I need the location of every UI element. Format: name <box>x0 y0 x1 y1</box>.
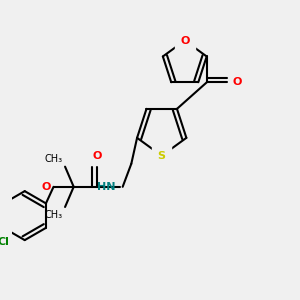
Text: O: O <box>180 35 190 46</box>
Text: S: S <box>158 151 166 161</box>
Text: O: O <box>232 77 242 87</box>
Text: HN: HN <box>97 182 116 192</box>
Text: CH₃: CH₃ <box>44 154 62 164</box>
Text: O: O <box>92 151 101 161</box>
Text: Cl: Cl <box>0 236 10 247</box>
Text: CH₃: CH₃ <box>44 210 62 220</box>
Text: O: O <box>41 182 51 192</box>
